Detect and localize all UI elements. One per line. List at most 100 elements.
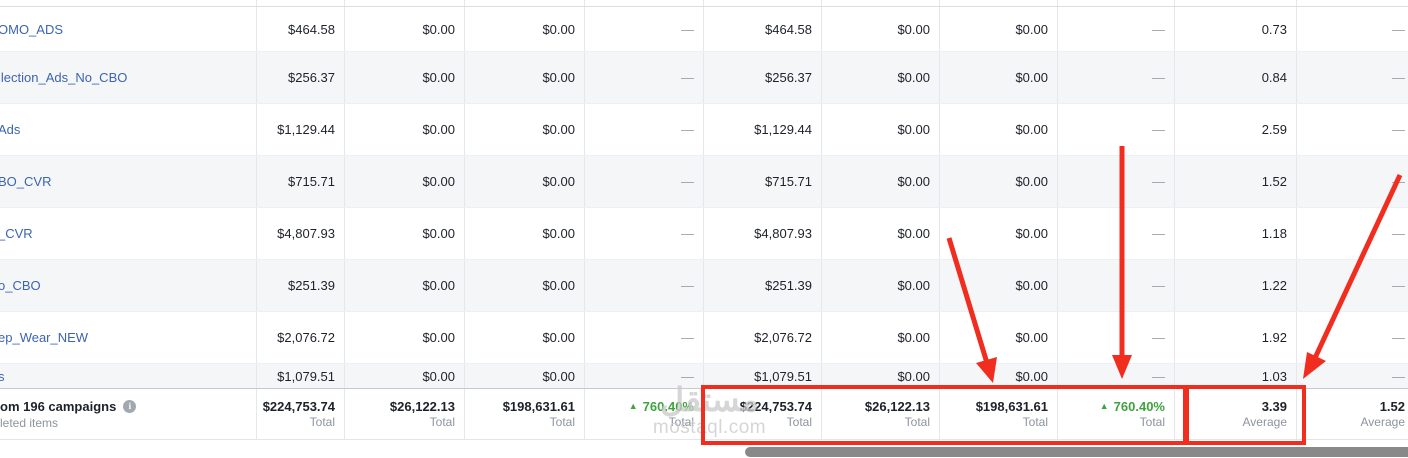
table-cell: $0.00 <box>465 104 585 155</box>
table-cell: 1.18 <box>1175 208 1297 259</box>
footer-total-cell: ▲ $198,631.61 Total <box>465 389 585 439</box>
table-row: _CVR $4,807.93 $0.00 $0.00 — $4,807.93 $… <box>0 208 1408 260</box>
footer-total-value: 3.39 <box>1261 399 1287 414</box>
table-cell: $251.39 <box>257 260 345 311</box>
campaign-name-cell: BO_CVR <box>0 156 257 207</box>
table-cell: $0.00 <box>940 364 1058 388</box>
table-cell: 0.84 <box>1175 52 1297 103</box>
table-cell: — <box>1058 52 1175 103</box>
table-row: Ads $1,129.44 $0.00 $0.00 — $1,129.44 $0… <box>0 104 1408 156</box>
table-cell: — <box>1392 278 1405 293</box>
table-cell: $0.00 <box>345 208 465 259</box>
footer-total-cell: ▲ $224,753.74 Total <box>704 389 822 439</box>
campaign-name-link[interactable]: ep_Wear_NEW <box>0 330 89 345</box>
footer-total-label: Total <box>904 415 930 429</box>
table-cell: — <box>1392 368 1405 384</box>
campaign-name-link[interactable]: llection_Ads_No_CBO <box>0 70 128 85</box>
footer-total-value: $198,631.61 <box>502 399 575 414</box>
table-cell: $1,079.51 <box>704 364 822 388</box>
footer-total-cell: ▲ 1.52 Average <box>1297 389 1408 439</box>
table-cell: — <box>1392 174 1405 189</box>
footer-total-cell: ▲ $224,753.74 Total <box>257 389 345 439</box>
table-cell: — <box>585 208 704 259</box>
table-cell: $715.71 <box>257 156 345 207</box>
table-cell: — <box>585 364 704 388</box>
footer-total-cell: ▲ 760.40% Total <box>1058 389 1175 439</box>
footer-total-cell: ▲ $26,122.13 Total <box>822 389 940 439</box>
table-cell: $0.00 <box>345 52 465 103</box>
table-cell: — <box>1392 70 1405 85</box>
campaign-name-link[interactable]: Ads <box>0 122 21 137</box>
table-cell: — <box>585 104 704 155</box>
table-cell: — <box>1058 7 1175 51</box>
table-row: BO_CVR $715.71 $0.00 $0.00 — $715.71 $0.… <box>0 156 1408 208</box>
campaign-name-cell: _CVR <box>0 208 257 259</box>
campaign-name-link[interactable]: o_CBO <box>0 278 41 293</box>
table-cell: $1,129.44 <box>704 104 822 155</box>
table-cell: $0.00 <box>345 312 465 363</box>
table-cell: 1.52 <box>1175 156 1297 207</box>
campaign-name-cell: llection_Ads_No_CBO <box>0 52 257 103</box>
table-cell: $0.00 <box>822 260 940 311</box>
info-icon[interactable]: i <box>123 399 137 413</box>
table-row: ep_Wear_NEW $2,076.72 $0.00 $0.00 — $2,0… <box>0 312 1408 364</box>
table-cell: $0.00 <box>822 208 940 259</box>
table-cell: $0.00 <box>345 104 465 155</box>
table-cell: $464.58 <box>704 7 822 51</box>
campaign-name-cell: OMO_ADS <box>0 7 257 51</box>
table-cell: $0.00 <box>465 7 585 51</box>
trend-up-icon: ▲ <box>628 400 638 411</box>
footer-total-label: Total <box>786 415 812 429</box>
table-cell: — <box>1058 104 1175 155</box>
campaign-name-link[interactable]: BO_CVR <box>0 174 52 189</box>
campaign-name-link[interactable]: OMO_ADS <box>0 21 64 37</box>
horizontal-scrollbar-thumb[interactable] <box>745 447 1408 457</box>
table-cell: — <box>585 52 704 103</box>
table-cell: $1,129.44 <box>257 104 345 155</box>
footer-total-label: Total <box>549 415 575 429</box>
table-cell: $0.00 <box>465 156 585 207</box>
campaign-name-link[interactable]: s <box>0 369 5 384</box>
footer-total-label: Total <box>429 415 455 429</box>
table-cell: $2,076.72 <box>704 312 822 363</box>
table-cell: 1.92 <box>1175 312 1297 363</box>
table-cell: — <box>1058 364 1175 388</box>
table-cell: $0.00 <box>822 312 940 363</box>
campaign-name-link[interactable]: _CVR <box>0 226 33 241</box>
campaign-name-cell: ep_Wear_NEW <box>0 312 257 363</box>
table-cell: $0.00 <box>822 364 940 388</box>
table-cell: — <box>1058 312 1175 363</box>
footer-total-value: $198,631.61 <box>975 399 1048 414</box>
table-cell: — <box>585 7 704 51</box>
footer-total-value: $26,122.13 <box>864 399 930 414</box>
table-cell: $464.58 <box>257 7 345 51</box>
footer-total-value: $26,122.13 <box>389 399 455 414</box>
footer-summary-title: om 196 campaigns <box>0 398 117 414</box>
footer-total-label: Total <box>1139 415 1165 429</box>
table-cell: — <box>1058 208 1175 259</box>
footer-total-cell: ▲ $198,631.61 Total <box>940 389 1058 439</box>
table-cell: $0.00 <box>465 312 585 363</box>
table-cell: $715.71 <box>704 156 822 207</box>
campaign-name-cell: Ads <box>0 104 257 155</box>
table-cell: $0.00 <box>940 104 1058 155</box>
table-top-row-remnant <box>0 0 1408 7</box>
table-cell: — <box>1058 156 1175 207</box>
footer-total-cell: ▲ 3.39 Average <box>1175 389 1297 439</box>
table-row: o_CBO $251.39 $0.00 $0.00 — $251.39 $0.0… <box>0 260 1408 312</box>
campaign-name-cell: o_CBO <box>0 260 257 311</box>
trend-up-icon: ▲ <box>1099 400 1109 411</box>
table-cell: $0.00 <box>940 312 1058 363</box>
table-cell: 2.59 <box>1175 104 1297 155</box>
footer-total-label: Total <box>668 415 694 429</box>
table-row: s $1,079.51 $0.00 $0.00 — $1,079.51 $0.0… <box>0 364 1408 388</box>
table-cell: — <box>1392 330 1405 345</box>
table-cell: $0.00 <box>345 156 465 207</box>
table-cell: $256.37 <box>257 52 345 103</box>
footer-total-label: Average <box>1242 415 1287 429</box>
table-cell: — <box>1392 122 1405 137</box>
footer-total-label: Average <box>1360 415 1405 429</box>
table-row: OMO_ADS $464.58 $0.00 $0.00 — $464.58 $0… <box>0 7 1408 52</box>
table-cell: $0.00 <box>822 7 940 51</box>
